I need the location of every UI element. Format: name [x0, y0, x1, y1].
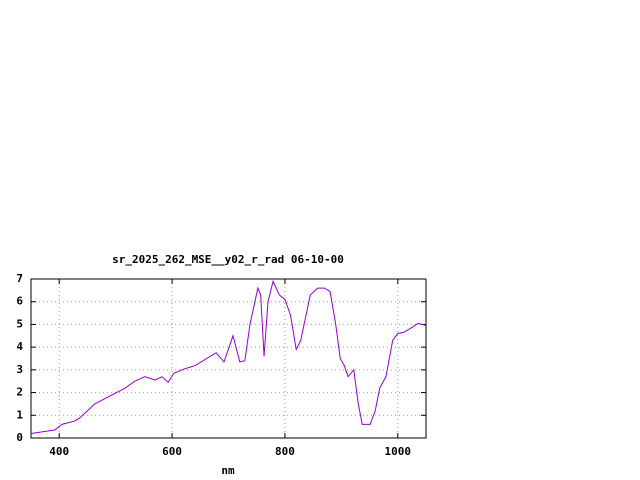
- x-tick-label: 800: [275, 445, 295, 458]
- plot-frame: [30, 278, 427, 439]
- y-tick-label: 4: [16, 340, 23, 353]
- data-line: [30, 279, 427, 434]
- x-tick-label: 1000: [385, 445, 412, 458]
- x-tick-label: 600: [162, 445, 182, 458]
- y-tick-label: 6: [16, 295, 23, 308]
- y-tick-label: 7: [16, 272, 23, 285]
- chart-title: sr_2025_262_MSE__y02_r_rad 06-10-00: [112, 253, 344, 266]
- y-tick-label: 0: [16, 431, 23, 444]
- x-tick-label: 400: [49, 445, 69, 458]
- x-axis-label: nm: [221, 464, 235, 477]
- y-tick-label: 2: [16, 386, 23, 399]
- y-tick-label: 3: [16, 363, 23, 376]
- y-tick-label: 5: [16, 317, 23, 330]
- y-tick-label: 1: [16, 408, 23, 421]
